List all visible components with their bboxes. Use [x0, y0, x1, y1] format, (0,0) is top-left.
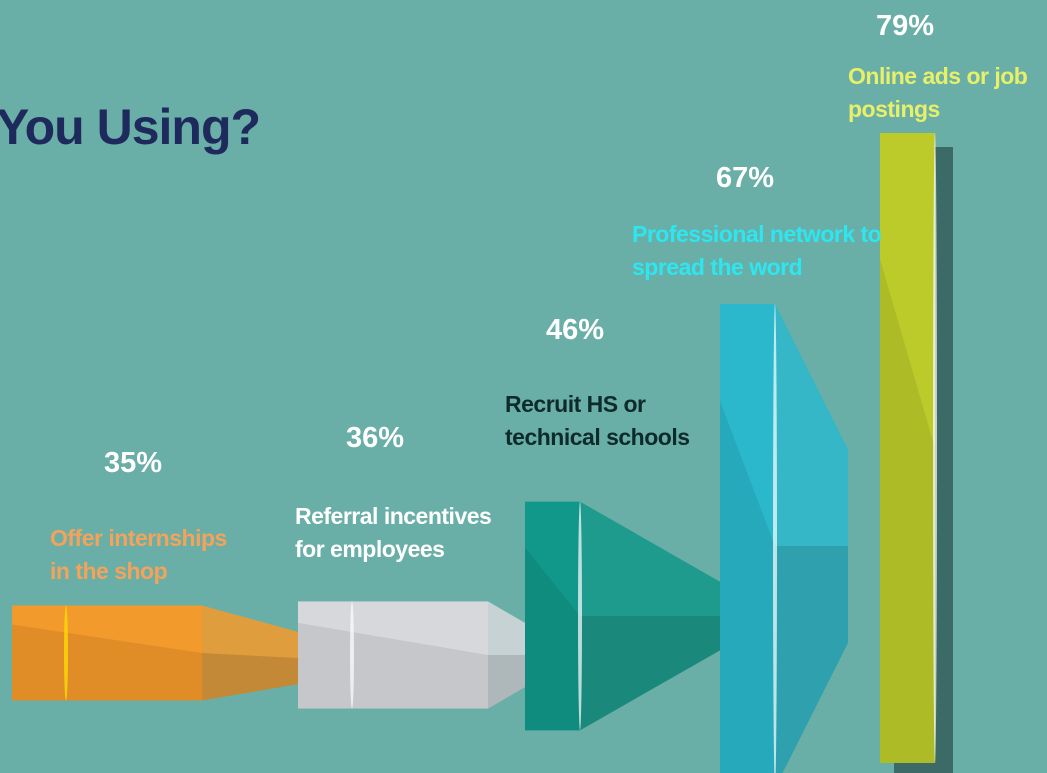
- bar: [880, 133, 935, 763]
- bar-shade: [720, 400, 775, 773]
- bar-highlight: [350, 601, 354, 709]
- bar-highlight: [773, 304, 777, 773]
- bar: [298, 601, 488, 709]
- bar-shade: [12, 624, 202, 701]
- bar-highlight: [64, 605, 68, 701]
- taper-shade: [580, 616, 720, 731]
- value-label: 36%: [345, 422, 405, 454]
- bar-taper: [202, 605, 298, 701]
- value-label: 67%: [715, 162, 775, 194]
- category-label: Recruit HS or technical schools: [505, 391, 690, 450]
- taper-shade: [775, 546, 848, 773]
- bar: [720, 303, 775, 773]
- bar-shade: [880, 259, 935, 763]
- value-label: 79%: [875, 10, 935, 42]
- bar-shade: [298, 622, 488, 709]
- bar-highlight: [578, 501, 582, 731]
- category-label: Referral incentives for employees: [295, 503, 492, 562]
- value-label: 46%: [545, 314, 605, 346]
- category-label: Offer internships in the shop: [50, 525, 227, 584]
- bar: [12, 605, 202, 701]
- bar-shade: [525, 547, 580, 731]
- bar-taper: [488, 601, 525, 709]
- bar-highlight: [933, 133, 937, 763]
- bar: [525, 501, 580, 731]
- taper-shade: [488, 655, 525, 709]
- category-label: Online ads or job postings: [848, 63, 1028, 122]
- taper-shade: [202, 653, 298, 701]
- bar-taper: [580, 501, 720, 731]
- bar-taper: [775, 303, 848, 773]
- category-label: Professional network to spread the word: [632, 221, 882, 280]
- chart-title: You Using?: [0, 99, 261, 155]
- value-label: 35%: [103, 447, 163, 479]
